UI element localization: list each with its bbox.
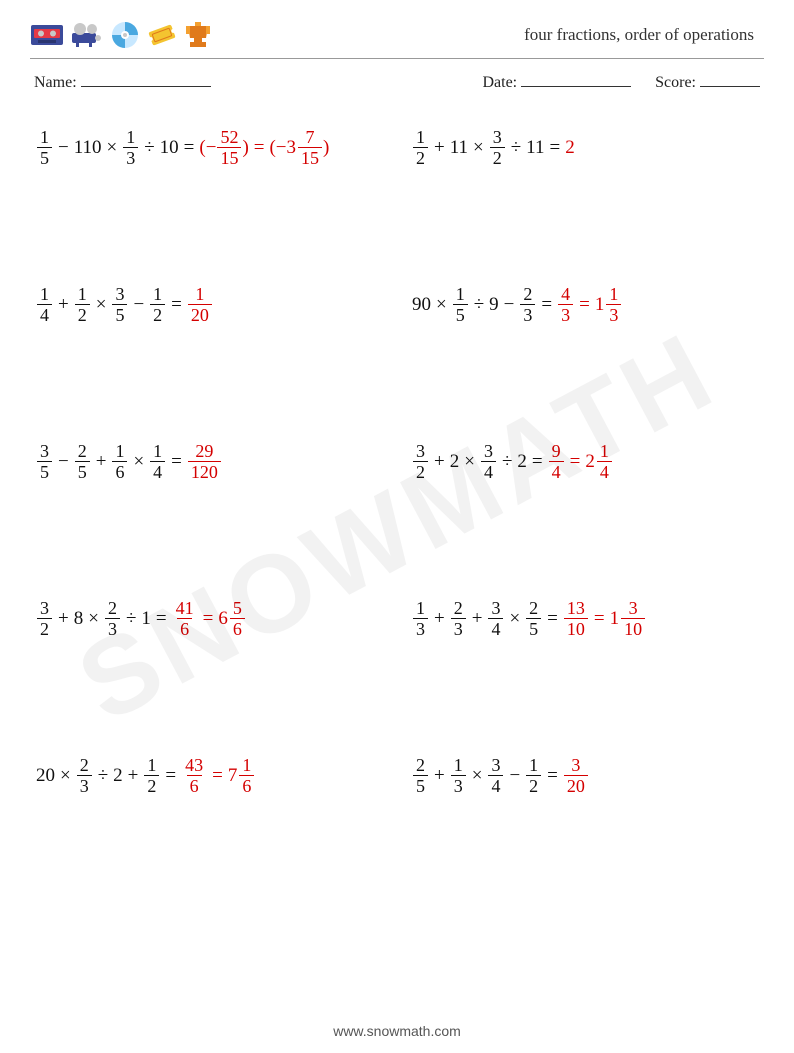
score-field: Score: bbox=[655, 73, 760, 92]
answer: 436=716 bbox=[181, 756, 255, 795]
cassette-icon bbox=[30, 21, 64, 49]
problem-8: 13+23+34×25=1310=1310 bbox=[412, 599, 758, 638]
answer: (−5215)=(−3715) bbox=[199, 128, 329, 167]
worksheet-page: four fractions, order of operations Name… bbox=[0, 0, 794, 1053]
answer: 320 bbox=[563, 756, 589, 795]
score-label: Score: bbox=[655, 74, 696, 91]
projector-icon bbox=[70, 21, 104, 49]
problem-5: 35−25+16×14=29120 bbox=[36, 442, 382, 481]
answer: 120 bbox=[187, 285, 213, 324]
header-icons bbox=[30, 20, 212, 50]
date-field: Date: bbox=[482, 73, 631, 92]
problems-grid: 15−110×13÷10=(−5215)=(−3715) 12+11×32÷11=… bbox=[30, 128, 764, 795]
date-label: Date: bbox=[482, 74, 517, 91]
trophy-icon bbox=[184, 20, 212, 50]
name-blank[interactable] bbox=[81, 73, 211, 87]
answer: 43=113 bbox=[557, 285, 622, 324]
worksheet-title: four fractions, order of operations bbox=[524, 25, 764, 45]
score-blank[interactable] bbox=[700, 73, 760, 87]
problem-4: 90×15÷9−23=43=113 bbox=[412, 285, 758, 324]
answer: 29120 bbox=[187, 442, 222, 481]
problem-2: 12+11×32÷11=2 bbox=[412, 128, 758, 167]
answer: 416=656 bbox=[172, 599, 246, 638]
problem-6: 32+2×34÷2=94=214 bbox=[412, 442, 758, 481]
answer: 94=214 bbox=[548, 442, 613, 481]
name-label: Name: bbox=[34, 74, 77, 91]
name-field: Name: bbox=[34, 73, 211, 92]
problem-7: 32+8×23÷1=416=656 bbox=[36, 599, 382, 638]
ticket-icon bbox=[146, 20, 178, 50]
problem-9: 20×23÷2+12=436=716 bbox=[36, 756, 382, 795]
answer: 1310=1310 bbox=[563, 599, 646, 638]
problem-3: 14+12×35−12=120 bbox=[36, 285, 382, 324]
answer: 2 bbox=[565, 138, 575, 157]
header-row: four fractions, order of operations bbox=[30, 20, 764, 59]
meta-row: Name: Date: Score: bbox=[30, 73, 764, 92]
problem-10: 25+13×34−12=320 bbox=[412, 756, 758, 795]
footer-url: www.snowmath.com bbox=[0, 1023, 794, 1039]
cd-icon bbox=[110, 20, 140, 50]
date-blank[interactable] bbox=[521, 73, 631, 87]
problem-1: 15−110×13÷10=(−5215)=(−3715) bbox=[36, 128, 382, 167]
